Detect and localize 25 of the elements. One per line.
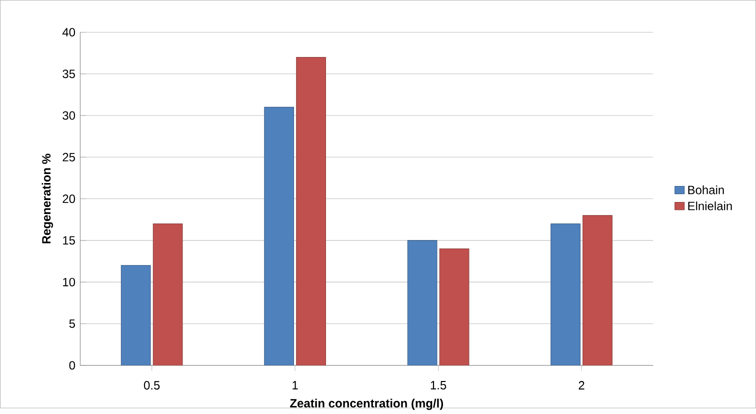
bar bbox=[407, 240, 438, 366]
bar bbox=[582, 214, 612, 366]
x-tick-label: 0.5 bbox=[144, 380, 160, 390]
legend-label: Elnielain bbox=[688, 201, 732, 210]
y-tick-label: 10 bbox=[63, 278, 76, 286]
y-tick-label: 5 bbox=[69, 319, 75, 328]
bar bbox=[120, 264, 151, 366]
y-tick-label: 15 bbox=[63, 236, 75, 244]
y-tick-label: 20 bbox=[62, 194, 76, 203]
legend-label: Bohain bbox=[688, 185, 724, 194]
y-tick-label: 25 bbox=[62, 152, 75, 162]
x-tick-label: 1.5 bbox=[430, 380, 446, 390]
x-tick-label: 1 bbox=[292, 380, 298, 390]
bar bbox=[296, 56, 326, 366]
y-tick-label: 30 bbox=[62, 111, 76, 120]
bar bbox=[439, 248, 470, 366]
y-axis-title: Regeneration % bbox=[42, 154, 54, 244]
bar bbox=[152, 223, 183, 366]
x-tick-label: 2 bbox=[578, 380, 584, 390]
x-axis-title: Zeatin concentration (mg/l) bbox=[290, 398, 444, 410]
bar bbox=[264, 106, 294, 366]
bar bbox=[550, 223, 580, 366]
y-tick-label: 35 bbox=[62, 69, 75, 78]
y-tick-label: 0 bbox=[69, 360, 76, 370]
y-tick-label: 40 bbox=[62, 28, 76, 36]
